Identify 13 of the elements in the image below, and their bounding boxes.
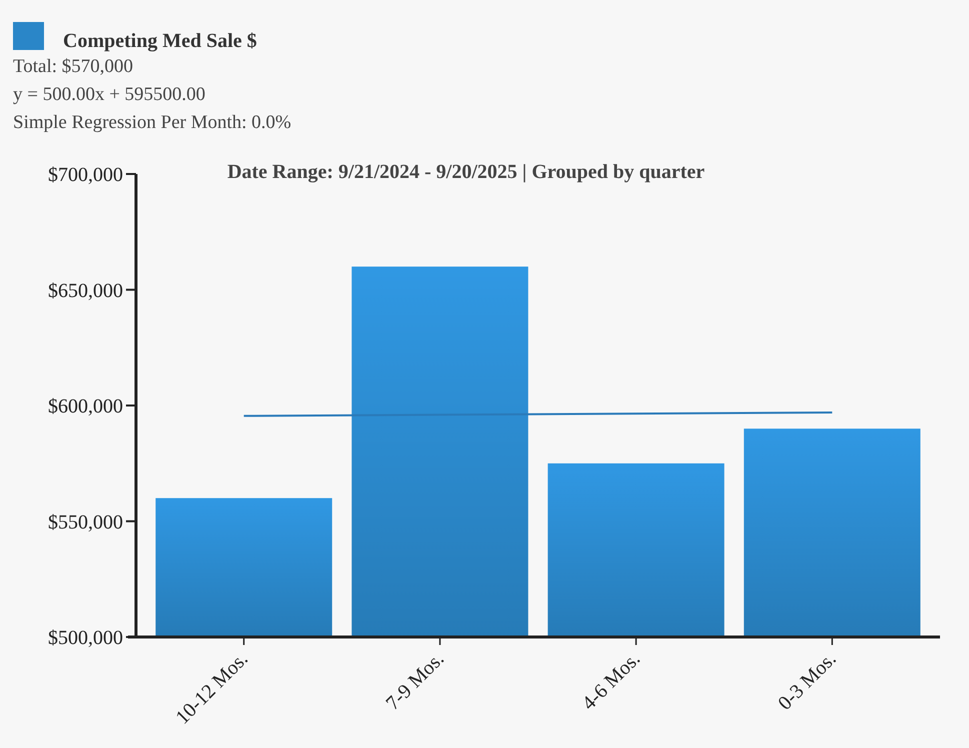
x-tick-label: 0-3 Mos. (774, 648, 841, 715)
text: Simple Regression Per Month: 0.0% (13, 112, 292, 133)
chart-title: Date Range: 9/21/2024 - 9/20/2025 | Grouped by quarter (227, 161, 705, 183)
x-tick-label: 4-6 Mos. (578, 648, 645, 715)
legend-label: Competing Med Sale $ (63, 30, 257, 52)
y-tick-label: $650,000 (48, 280, 123, 302)
x-tick-label: 7-9 Mos. (382, 648, 448, 715)
text: y = 500.00x + 595500.00 (13, 84, 206, 105)
y-tick-label: $600,000 (48, 396, 123, 418)
y-tick-label: $700,000 (48, 164, 123, 186)
y-tick-label: $500,000 (48, 627, 123, 649)
y-tick-label: $550,000 (48, 511, 123, 534)
text: Total: $570,000 (13, 56, 134, 77)
